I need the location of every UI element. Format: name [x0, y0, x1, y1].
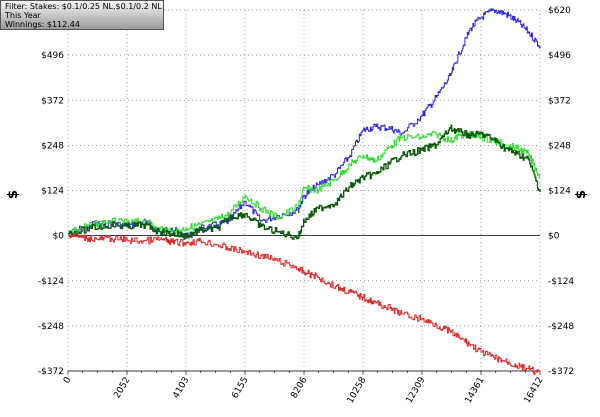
- x-tick-label: 4103: [171, 376, 191, 401]
- y-tick-label-right: $496: [548, 51, 571, 61]
- y-tick-label-right: $124: [548, 187, 571, 197]
- y-tick-label-left: -$248: [38, 322, 64, 332]
- grid: [67, 9, 541, 372]
- x-tick-label: 6155: [230, 376, 250, 401]
- axes: [67, 235, 541, 375]
- y-tick-label-left: -$372: [38, 367, 64, 377]
- series-line-red: [68, 233, 541, 375]
- filter-text: Filter: Stakes: $0.1/0.25 NL,$0.1/0.2 NL: [5, 2, 162, 11]
- series-line-dark-green: [68, 124, 541, 240]
- y-tick-label-right: $248: [548, 141, 571, 151]
- x-tick-label: 14361: [464, 376, 487, 406]
- y-tick-label-left: -$124: [38, 277, 64, 287]
- y-tick-label-right: -$124: [548, 277, 574, 287]
- x-tick-label: 10258: [346, 375, 369, 405]
- y-tick-label-left: $124: [41, 187, 64, 197]
- y-tick-label-left: $496: [41, 51, 64, 61]
- y-tick-label-right: -$248: [548, 322, 574, 332]
- y-tick-label-left: $248: [41, 141, 64, 151]
- x-tick-label: 0: [62, 375, 74, 385]
- x-tick-label: 16412: [523, 376, 546, 406]
- y-tick-label-left: $0: [53, 232, 65, 242]
- y-axis-title-left: $: [6, 190, 21, 199]
- series-line-blue: [68, 8, 541, 240]
- y-tick-label-right: $0: [548, 232, 560, 242]
- filter-info-box: Filter: Stakes: $0.1/0.25 NL,$0.1/0.2 NL…: [0, 0, 164, 30]
- x-tick-label: 2052: [112, 376, 132, 401]
- period-text: This Year: [5, 11, 41, 20]
- winnings-text: Winnings: $112.44: [5, 20, 80, 29]
- x-tick-label: 12309: [405, 375, 428, 405]
- y-tick-label-right: $620: [548, 6, 571, 16]
- y-tick-label-left: $372: [41, 96, 64, 106]
- y-tick-label-right: -$372: [548, 367, 574, 377]
- y-axis-title-right: $: [574, 190, 589, 199]
- series-lines: [68, 8, 541, 375]
- x-tick-label: 8206: [289, 375, 309, 400]
- y-tick-label-right: $372: [548, 96, 571, 106]
